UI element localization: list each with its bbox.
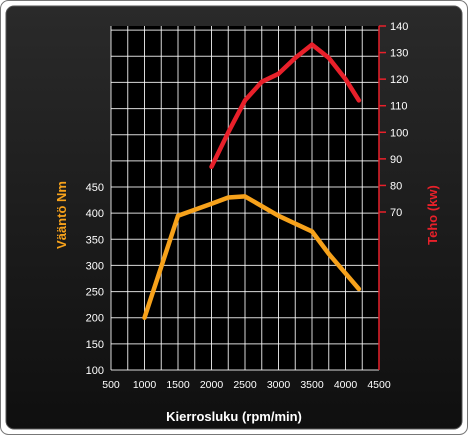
right-tick-label: 130 — [390, 48, 408, 60]
left-tick-label: 350 — [86, 234, 104, 246]
x-axis-ticks: 500 1000 1500 2000 2500 3000 3500 4000 4500 — [102, 379, 391, 391]
left-tick-label: 200 — [86, 313, 104, 325]
left-tick-label: 300 — [86, 260, 104, 272]
right-tick-label: 70 — [390, 207, 402, 219]
x-tick-label: 3500 — [300, 379, 324, 391]
power-series-line — [209, 42, 362, 170]
series-lines — [142, 42, 362, 320]
right-axis-label: Teho (kw) — [425, 185, 440, 245]
x-tick-label: 2500 — [233, 379, 257, 391]
x-axis-label: Kierrosluku (rpm/min) — [166, 409, 302, 424]
right-tick-label: 120 — [390, 74, 408, 86]
left-axis-ticks: 100 150 200 250 300 350 400 450 — [86, 182, 104, 377]
right-axis-ticks: 70 80 90 100 110 120 130 140 — [379, 21, 408, 219]
x-tick-label: 4500 — [367, 379, 391, 391]
left-tick-label: 450 — [86, 182, 104, 194]
x-tick-label: 500 — [102, 379, 120, 391]
x-tick-label: 3000 — [267, 379, 291, 391]
right-tick-label: 110 — [390, 101, 408, 113]
right-tick-label: 140 — [390, 21, 408, 33]
x-tick-label: 4000 — [334, 379, 358, 391]
left-tick-label: 150 — [86, 339, 104, 351]
right-tick-label: 80 — [390, 180, 402, 192]
x-tick-label: 2000 — [200, 379, 224, 391]
left-tick-label: 250 — [86, 287, 104, 299]
right-tick-label: 90 — [390, 154, 402, 166]
torque-series-line — [142, 194, 362, 320]
left-tick-label: 100 — [86, 365, 104, 377]
right-tick-label: 100 — [390, 127, 408, 139]
x-tick-label: 1000 — [133, 379, 157, 391]
x-tick-label: 1500 — [166, 379, 190, 391]
left-axis-label: Vääntö Nm — [54, 181, 69, 249]
left-tick-label: 400 — [86, 208, 104, 220]
